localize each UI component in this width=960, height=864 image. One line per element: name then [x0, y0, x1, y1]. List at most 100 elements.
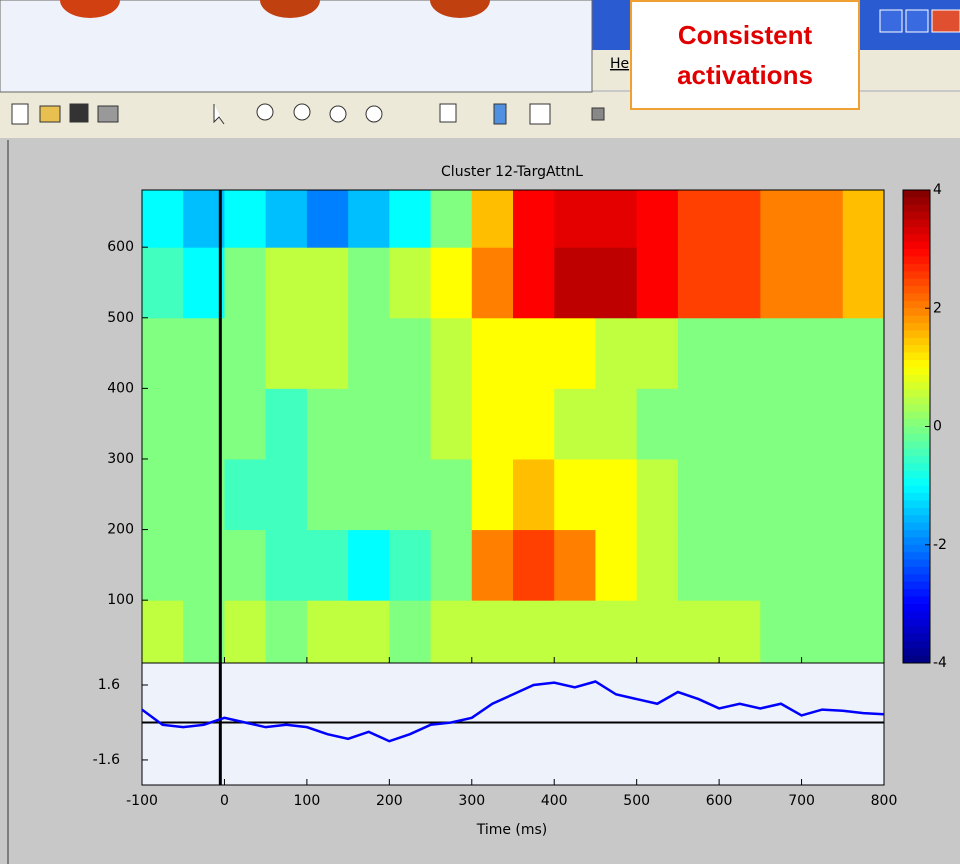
- heatmap-cell: [677, 600, 720, 664]
- legend-icon[interactable]: [529, 103, 551, 125]
- heatmap-cell: [719, 600, 761, 664]
- heatmap-cell: [760, 529, 803, 601]
- colorbar-swatch: [903, 271, 930, 280]
- heatmap-cell: [513, 317, 555, 389]
- colorbar-swatch: [903, 308, 930, 317]
- heatmap-cell: [554, 247, 596, 319]
- colorbar-swatch: [903, 655, 930, 664]
- colorbar-swatch: [903, 315, 930, 324]
- heatmap-cell: [224, 247, 267, 319]
- zoom-out-icon[interactable]: [293, 103, 311, 121]
- heatmap-cell: [842, 600, 885, 664]
- y-tick-label: 400: [107, 380, 134, 396]
- colorbar-swatch: [903, 256, 930, 265]
- save-icon[interactable]: [69, 103, 89, 123]
- heatmap-cell: [430, 190, 473, 248]
- heatmap-cell: [471, 458, 514, 531]
- colorbar-swatch: [903, 234, 930, 243]
- x-tick-label: 700: [788, 793, 815, 809]
- heatmap-cell: [636, 190, 679, 248]
- colorbar-swatch: [903, 603, 930, 612]
- heatmap-cell: [595, 458, 638, 531]
- heatmap-cell: [636, 529, 679, 601]
- colorbar-swatch: [903, 374, 930, 383]
- zoom-in-icon[interactable]: [256, 103, 274, 121]
- x-tick-label: 100: [294, 793, 321, 809]
- heatmap-cell: [224, 190, 267, 248]
- colorbar-swatch: [903, 529, 930, 538]
- colorbar-swatch: [903, 204, 930, 213]
- heatmap-cell: [801, 247, 844, 319]
- colorbar-swatch: [903, 293, 930, 302]
- pointer-icon[interactable]: [213, 104, 225, 125]
- colorbar-swatch: [903, 382, 930, 391]
- colorbar-swatch: [903, 190, 930, 198]
- heatmap-cell: [595, 317, 638, 389]
- colorbar-swatch: [903, 463, 930, 472]
- heatmap-cell: [265, 388, 308, 460]
- colorbar-swatch: [903, 522, 930, 531]
- heatmap-cell: [471, 600, 514, 664]
- colorbar-swatch: [903, 286, 930, 294]
- colorbar-swatch: [903, 566, 930, 575]
- heatmap-cell: [719, 247, 761, 319]
- colorbar-swatch: [903, 581, 930, 590]
- topoplot-3: [430, 0, 490, 18]
- close-button[interactable]: [931, 9, 960, 33]
- menu-item[interactable]: He: [610, 56, 629, 72]
- colorbar-swatch: [903, 323, 930, 331]
- heatmap-cell: [265, 317, 308, 389]
- heatmap-cell: [636, 458, 679, 531]
- heatmap-cell: [471, 190, 514, 248]
- heatmap-cell: [719, 458, 761, 531]
- colorbar-swatch: [903, 330, 930, 339]
- open-icon[interactable]: [39, 105, 61, 123]
- heatmap-cell: [554, 317, 596, 389]
- colorbar-swatch: [903, 515, 930, 524]
- datacursor-icon[interactable]: [439, 103, 457, 123]
- colorbar-swatch: [903, 278, 930, 287]
- heatmap-cell: [513, 458, 555, 531]
- rotate-icon[interactable]: [365, 105, 383, 123]
- y-tick-label: 1.6: [98, 677, 120, 693]
- colorbar-tick-label: 0: [933, 419, 942, 435]
- heatmap-cell: [554, 458, 596, 531]
- colorbar-swatch: [903, 212, 930, 221]
- heatmap-cell: [842, 458, 885, 531]
- colorbar-swatch: [903, 648, 930, 657]
- colorbar-swatch: [903, 448, 930, 457]
- print-icon[interactable]: [97, 105, 119, 123]
- colorbar-swatch: [903, 359, 930, 368]
- heatmap-cell: [554, 600, 596, 664]
- y-tick-label: 600: [107, 239, 134, 255]
- heatmap-cell: [842, 317, 885, 389]
- heatmap-cell: [554, 190, 596, 248]
- heatmap-cell: [636, 388, 679, 460]
- x-tick-label: 0: [220, 793, 229, 809]
- colorbar-icon[interactable]: [493, 103, 507, 125]
- heatmap-cell: [801, 190, 844, 248]
- minimize-button[interactable]: [879, 9, 903, 33]
- pan-icon[interactable]: [329, 105, 347, 123]
- x-tick-label: 400: [541, 793, 568, 809]
- heatmap-cell: [513, 388, 555, 460]
- colorbar-swatch: [903, 411, 930, 420]
- toolbar-icons: [11, 103, 605, 125]
- heatmap-cell: [389, 600, 432, 664]
- topoplot-2: [260, 0, 320, 18]
- heatmap-cell: [760, 247, 803, 319]
- heatmap-cell: [306, 388, 349, 460]
- hide-icon[interactable]: [591, 107, 605, 121]
- heatmap-cell: [348, 247, 390, 319]
- y-tick-label: 500: [107, 310, 134, 326]
- heatmap-cell: [595, 190, 638, 248]
- colorbar-swatch: [903, 500, 930, 509]
- y-tick-label: -1.6: [93, 752, 120, 768]
- heatmap-cell: [430, 600, 473, 664]
- maximize-button[interactable]: [905, 9, 929, 33]
- heatmap-cell: [265, 190, 308, 248]
- new-icon[interactable]: [11, 103, 29, 125]
- heatmap-cell: [719, 529, 761, 601]
- heatmap-cell: [142, 458, 184, 531]
